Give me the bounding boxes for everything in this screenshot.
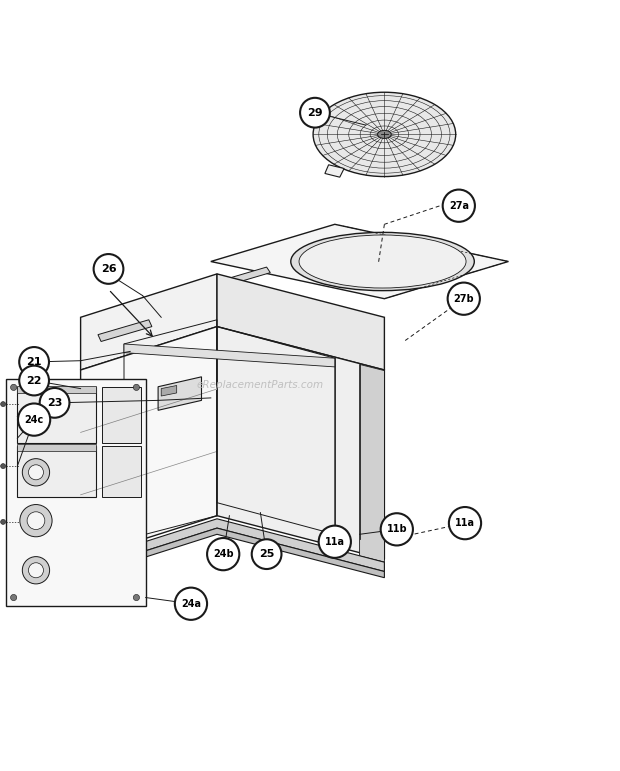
Circle shape (319, 526, 351, 558)
Text: 25: 25 (259, 549, 274, 559)
Polygon shape (81, 274, 217, 370)
Circle shape (22, 557, 50, 584)
Polygon shape (102, 387, 141, 443)
Text: 23: 23 (47, 398, 62, 408)
Polygon shape (81, 519, 384, 571)
Circle shape (1, 402, 6, 406)
Circle shape (29, 465, 43, 480)
Polygon shape (217, 274, 384, 370)
Polygon shape (211, 224, 508, 298)
Polygon shape (102, 446, 141, 497)
Circle shape (207, 538, 239, 571)
Circle shape (19, 365, 49, 396)
Circle shape (94, 254, 123, 284)
Circle shape (11, 594, 17, 601)
Polygon shape (6, 379, 146, 605)
Circle shape (40, 388, 69, 418)
Circle shape (175, 588, 207, 620)
Polygon shape (124, 344, 335, 367)
Polygon shape (161, 386, 177, 396)
Text: 26: 26 (100, 264, 117, 274)
Text: 11a: 11a (455, 518, 475, 528)
Circle shape (18, 403, 50, 436)
Circle shape (300, 98, 330, 127)
Polygon shape (17, 446, 96, 497)
Polygon shape (81, 528, 384, 577)
Circle shape (1, 463, 6, 469)
Text: 22: 22 (26, 375, 42, 386)
Circle shape (22, 459, 50, 486)
Text: 11a: 11a (325, 537, 345, 547)
Text: 24c: 24c (24, 415, 44, 425)
Circle shape (252, 539, 281, 569)
Polygon shape (98, 320, 152, 342)
Circle shape (11, 384, 17, 390)
Polygon shape (17, 444, 96, 451)
Circle shape (133, 384, 140, 390)
Polygon shape (360, 365, 384, 562)
Text: eReplacementParts.com: eReplacementParts.com (197, 381, 324, 390)
Text: 24b: 24b (213, 549, 234, 559)
Polygon shape (325, 165, 344, 177)
Circle shape (381, 513, 413, 545)
Ellipse shape (291, 232, 474, 291)
Circle shape (19, 347, 49, 377)
Text: 11b: 11b (386, 524, 407, 534)
Circle shape (20, 504, 52, 537)
Text: 29: 29 (307, 108, 323, 118)
Ellipse shape (378, 130, 391, 139)
Circle shape (1, 520, 6, 524)
Polygon shape (218, 267, 270, 287)
Circle shape (133, 594, 140, 601)
Ellipse shape (313, 93, 456, 177)
Polygon shape (81, 327, 217, 559)
Polygon shape (17, 386, 96, 393)
Polygon shape (17, 387, 96, 443)
Polygon shape (158, 377, 202, 410)
Circle shape (29, 563, 43, 577)
Text: 27a: 27a (449, 200, 469, 210)
Text: 27b: 27b (453, 294, 474, 304)
Text: 24a: 24a (181, 599, 201, 609)
Circle shape (443, 190, 475, 222)
Polygon shape (360, 556, 384, 571)
Text: 21: 21 (26, 357, 42, 367)
Circle shape (448, 283, 480, 315)
Polygon shape (217, 327, 384, 559)
Circle shape (27, 512, 45, 530)
Circle shape (449, 507, 481, 539)
Ellipse shape (299, 235, 466, 288)
